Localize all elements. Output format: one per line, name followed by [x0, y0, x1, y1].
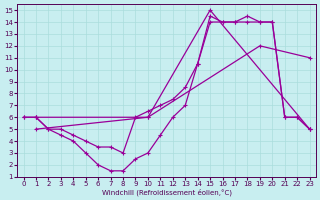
X-axis label: Windchill (Refroidissement éolien,°C): Windchill (Refroidissement éolien,°C): [101, 188, 232, 196]
